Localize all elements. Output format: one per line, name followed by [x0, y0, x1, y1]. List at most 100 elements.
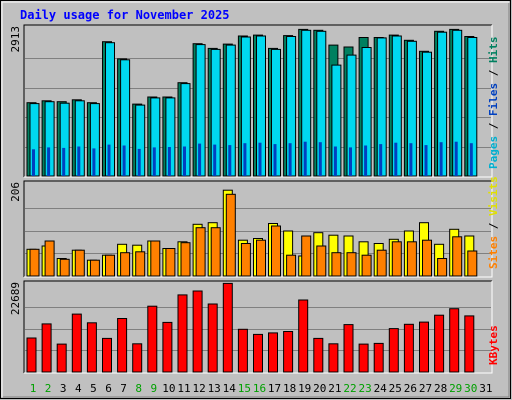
x-tick-label: 23	[358, 382, 371, 395]
series-sites	[29, 193, 478, 277]
bar-kbytes-8	[132, 343, 143, 373]
bar-sites-22	[346, 252, 357, 277]
legend-hits: Pages / Files / Hits	[487, 37, 500, 170]
bar-pages-3	[62, 147, 66, 176]
bar-kbytes-27	[419, 321, 429, 373]
legend-visits: Sites / Visits	[487, 176, 500, 269]
x-tick-label: 14	[223, 382, 237, 395]
x-tick-label: 31	[479, 382, 492, 395]
bar-kbytes-16	[253, 333, 263, 373]
bar-sites-16	[256, 239, 266, 277]
x-tick-label: 12	[192, 382, 205, 395]
x-tick-label: 16	[253, 382, 266, 395]
bar-pages-1	[32, 149, 35, 176]
bar-kbytes-26	[403, 323, 414, 373]
bar-pages-5	[92, 148, 96, 176]
x-tick-label: 1	[30, 382, 37, 395]
bar-kbytes-13	[207, 303, 218, 373]
x-tick-label: 15	[238, 382, 251, 395]
bar-sites-29	[452, 236, 463, 277]
bar-kbytes-25	[388, 328, 399, 373]
bar-sites-28	[437, 258, 448, 277]
x-tick-label: 10	[162, 382, 175, 395]
y-max-label-kbytes: 22689	[9, 282, 22, 315]
bar-pages-20	[318, 142, 322, 176]
bar-kbytes-29	[449, 308, 460, 373]
bar-sites-4	[74, 249, 85, 277]
series-pages	[32, 141, 473, 176]
y-max-label-hits: 2913	[9, 26, 22, 53]
bar-kbytes-9	[147, 305, 158, 373]
bar-pages-26	[409, 143, 413, 176]
x-tick-label: 11	[177, 382, 190, 395]
bar-kbytes-4	[71, 313, 82, 373]
x-tick-label: 9	[150, 382, 157, 395]
x-tick-label: 7	[120, 382, 127, 395]
x-tick-label: 4	[75, 382, 82, 395]
x-tick-label: 8	[135, 382, 142, 395]
y-max-label-visits: 206	[9, 182, 22, 202]
bar-kbytes-5	[86, 322, 97, 373]
bar-kbytes-24	[373, 342, 384, 373]
bar-kbytes-14	[222, 282, 233, 373]
x-tick-label: 19	[298, 382, 311, 395]
bar-pages-2	[47, 147, 51, 176]
bar-sites-19	[301, 235, 312, 277]
bar-pages-13	[213, 144, 217, 176]
x-tick-label: 28	[434, 382, 447, 395]
bar-pages-4	[77, 146, 81, 176]
panel-kbytes: 22689 KBytes	[9, 280, 500, 374]
bar-pages-22	[349, 147, 352, 176]
x-tick-label: 3	[60, 382, 67, 395]
series-files	[29, 29, 478, 177]
bar-pages-21	[333, 146, 337, 176]
bar-kbytes-19	[298, 299, 309, 373]
bar-kbytes-1	[26, 337, 37, 373]
bar-pages-7	[122, 145, 126, 176]
x-tick-label: 24	[374, 382, 388, 395]
bar-sites-20	[316, 245, 327, 277]
bar-pages-27	[424, 145, 428, 176]
bar-sites-14	[225, 193, 236, 277]
bar-sites-10	[165, 248, 176, 277]
bar-kbytes-17	[268, 332, 278, 373]
bar-pages-19	[303, 141, 307, 176]
x-tick-label: 27	[419, 382, 432, 395]
bar-sites-7	[120, 252, 131, 277]
bar-kbytes-6	[102, 337, 112, 373]
bar-kbytes-3	[56, 343, 67, 373]
bar-kbytes-22	[343, 324, 354, 373]
series-kbytes	[26, 282, 475, 373]
bar-sites-1	[29, 248, 40, 277]
bar-sites-5	[89, 259, 100, 277]
x-tick-label: 26	[404, 382, 417, 395]
x-tick-label: 13	[208, 382, 221, 395]
bar-kbytes-28	[434, 314, 445, 373]
bar-sites-17	[271, 225, 281, 277]
bar-sites-30	[467, 250, 478, 277]
bar-pages-12	[198, 143, 202, 176]
bar-sites-25	[391, 241, 402, 277]
bar-sites-3	[59, 258, 70, 277]
x-tick-label: 30	[464, 382, 477, 395]
bar-sites-13	[210, 227, 221, 277]
x-tick-label: 6	[105, 382, 112, 395]
x-tick-label: 20	[313, 382, 326, 395]
bar-sites-24	[376, 249, 387, 277]
bar-pages-11	[183, 146, 186, 176]
bar-kbytes-10	[162, 321, 173, 373]
bar-pages-14	[228, 145, 232, 176]
bar-kbytes-15	[237, 328, 248, 373]
x-tick-label: 22	[343, 382, 356, 395]
bar-pages-16	[258, 142, 262, 176]
bar-kbytes-30	[464, 315, 475, 373]
bar-pages-6	[107, 144, 111, 176]
bar-pages-8	[137, 148, 141, 176]
bar-pages-10	[167, 147, 171, 176]
bar-sites-6	[105, 254, 115, 277]
bar-pages-25	[394, 142, 398, 176]
bar-kbytes-18	[283, 331, 294, 373]
panel-hits: 2913 Pages / Files / Hits	[9, 24, 500, 178]
x-tick-label: 17	[268, 382, 281, 395]
